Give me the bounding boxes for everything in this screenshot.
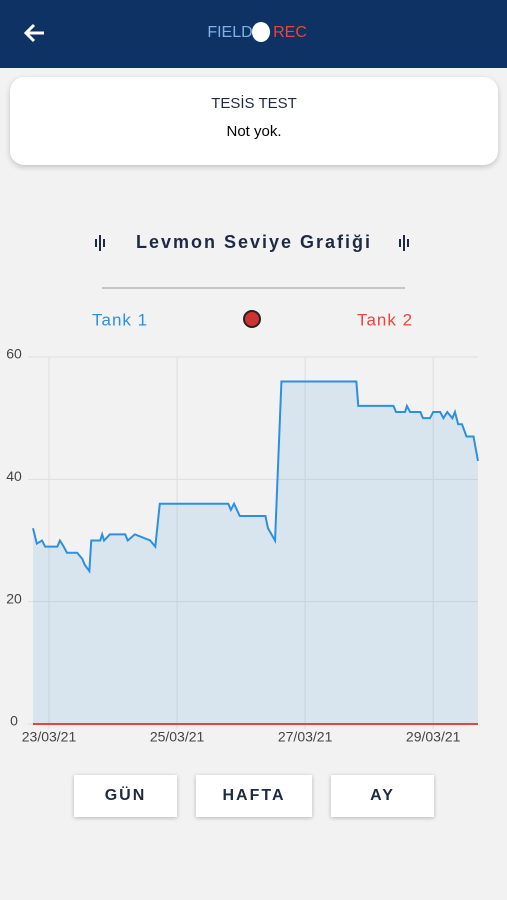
y-tick-label: 40 [6,468,22,484]
logo-icon [252,22,270,42]
y-tick-label: 20 [6,590,22,606]
chart: Levmon Seviye Grafiği 0 20 40 60 23/03/21 25/… [6,232,479,745]
app-bar: FIELD REC [0,0,507,68]
y-tick-label: 0 [10,713,18,729]
app-bar-icons: FIELD REC [23,22,307,43]
x-tick-label: 23/03/21 [22,729,77,745]
y-tick-label: 60 [6,346,22,362]
area [33,381,478,724]
chart-title: Levmon Seviye Grafiği [136,232,372,252]
x-tick-label: 25/03/21 [150,729,205,745]
x-tick-label: 29/03/21 [406,729,461,745]
legend-icon [243,310,261,328]
card-title: TESİS TEST [211,95,297,112]
logo-right: REC [273,24,307,41]
legend-entry[interactable]: Tank 2 [357,310,413,329]
back-button[interactable] [23,23,44,43]
line [32,380,479,574]
title-icons [95,235,409,251]
week-button[interactable]: HAFTA [196,775,312,817]
legend-entry[interactable]: Tank 1 [92,310,148,329]
month-button[interactable]: AY [331,775,434,817]
day-button[interactable]: GÜN [74,775,177,817]
card-text: Not yok. [226,123,282,140]
facility-card: TESİS TEST Not yok. [10,77,498,165]
logo-left: FIELD [207,24,252,41]
x-tick-label: 27/03/21 [278,729,333,745]
